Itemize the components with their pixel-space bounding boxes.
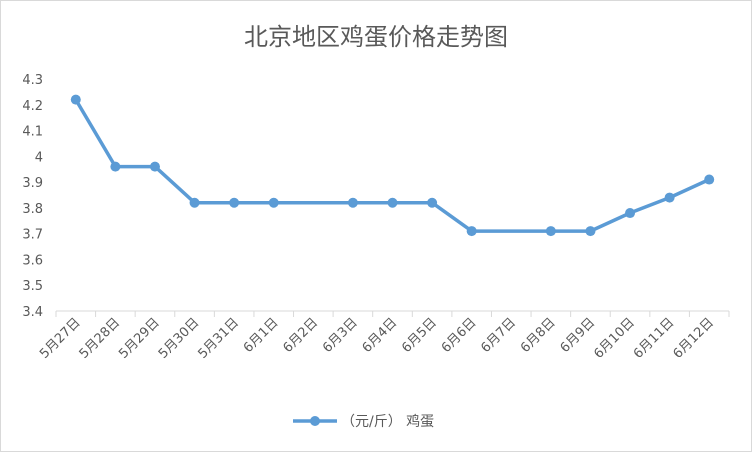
- y-tick-label: 3.6: [22, 253, 43, 268]
- x-tick-label: 6月7日: [478, 315, 519, 356]
- y-tick-label: 4.3: [22, 73, 43, 88]
- legend: （元/斤） 鸡蛋: [293, 413, 434, 430]
- data-point: [664, 192, 675, 203]
- legend-marker: [310, 416, 320, 426]
- data-point: [466, 226, 477, 237]
- data-point: [545, 226, 556, 237]
- x-tick-label: 5月31日: [195, 315, 242, 362]
- x-tick-label: 5月30日: [156, 315, 203, 362]
- data-point: [625, 208, 636, 219]
- x-tick-label: 6月1日: [241, 315, 282, 356]
- x-tick-label: 6月3日: [320, 315, 361, 356]
- x-tick-label: 6月4日: [360, 315, 401, 356]
- y-tick-label: 4.2: [22, 99, 43, 114]
- data-point: [189, 197, 200, 208]
- data-point: [149, 161, 160, 172]
- data-point: [70, 94, 81, 105]
- x-tick-label: 6月11日: [631, 315, 678, 362]
- x-tick-label: 6月8日: [518, 315, 559, 356]
- data-point: [347, 197, 358, 208]
- x-axis: 5月27日5月28日5月29日5月30日5月31日6月1日6月2日6月3日6月4…: [37, 310, 730, 362]
- x-tick-label: 6月10日: [591, 315, 638, 362]
- y-tick-label: 3.9: [22, 176, 43, 191]
- y-tick-label: 4.1: [22, 125, 43, 140]
- y-tick-label: 3.5: [22, 279, 43, 294]
- data-point: [229, 197, 240, 208]
- y-axis-ticks: 3.4 3.5 3.6 3.7 3.8 3.9 4 4.1 4.2 4.3: [22, 73, 43, 320]
- y-tick-label: 3.7: [22, 228, 43, 243]
- y-tick-label: 4: [35, 150, 43, 165]
- x-tick-label: 5月28日: [77, 315, 124, 362]
- data-point: [585, 226, 596, 237]
- y-tick-label: 3.4: [22, 305, 43, 320]
- x-tick-label: 6月5日: [399, 315, 440, 356]
- data-point: [704, 174, 715, 185]
- x-tick-label: 5月27日: [37, 315, 84, 362]
- data-point: [110, 161, 121, 172]
- x-tick-label: 6月6日: [439, 315, 480, 356]
- series-layer: [70, 94, 715, 237]
- chart-title: 北京地区鸡蛋价格走势图: [244, 23, 508, 51]
- data-point: [268, 197, 279, 208]
- legend-label: （元/斤） 鸡蛋: [341, 413, 434, 430]
- x-tick-label: 6月12日: [670, 315, 717, 362]
- y-tick-label: 3.8: [22, 202, 43, 217]
- x-tick-label: 6月2日: [280, 315, 321, 356]
- x-tick-label: 5月29日: [116, 315, 163, 362]
- data-point: [427, 197, 438, 208]
- data-point: [387, 197, 398, 208]
- series-line: [74, 97, 711, 233]
